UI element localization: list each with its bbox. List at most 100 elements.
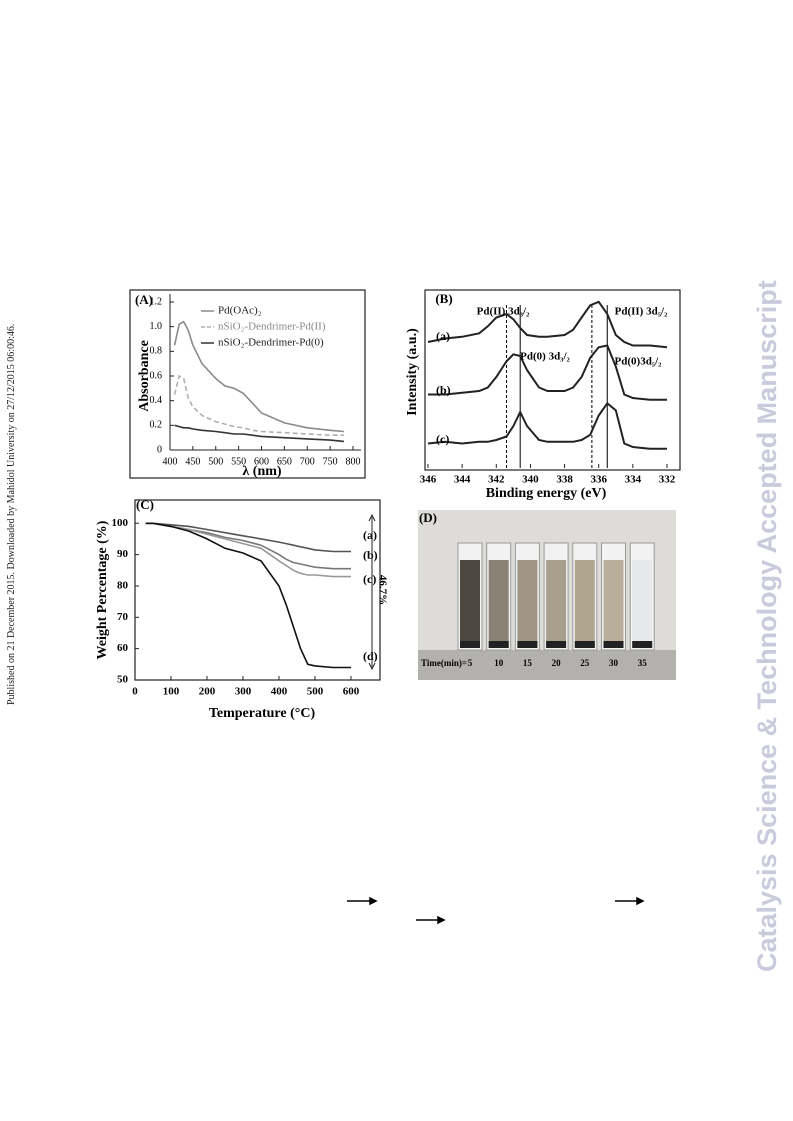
cuvette-liquid bbox=[517, 560, 538, 648]
arrows bbox=[347, 896, 645, 925]
panel-label: (A) bbox=[135, 292, 153, 307]
x-tick-label: 500 bbox=[307, 686, 324, 698]
time-caption: Time(min)= bbox=[421, 658, 467, 668]
y-tick-label: 1.0 bbox=[150, 321, 163, 332]
series-line bbox=[174, 424, 344, 443]
annotation: Pd(II) 3d₃/₂ bbox=[477, 306, 530, 318]
time-label: 10 bbox=[494, 658, 504, 668]
y-tick-label: 0.6 bbox=[150, 370, 163, 381]
y-tick-label: 0 bbox=[157, 444, 162, 455]
time-label: 20 bbox=[552, 658, 562, 668]
legend-label: nSiO₂-Dendrimer-Pd(II) bbox=[218, 321, 326, 333]
series-line bbox=[145, 522, 351, 669]
x-tick-label: 340 bbox=[522, 474, 539, 486]
panel-frame bbox=[134, 499, 381, 681]
x-tick-label: 300 bbox=[235, 686, 252, 698]
y-tick-label: 80 bbox=[117, 579, 129, 591]
curve-label: (c) bbox=[363, 572, 376, 586]
x-tick-label: 344 bbox=[454, 474, 471, 486]
x-tick-label: 336 bbox=[590, 474, 607, 486]
series-line bbox=[427, 300, 668, 349]
y-tick-label: 0.4 bbox=[150, 395, 163, 406]
legend-label: nSiO₂-Dendrimer-Pd(0) bbox=[218, 337, 324, 349]
panel-label: (B) bbox=[435, 291, 452, 306]
panel-label: (C) bbox=[136, 497, 154, 512]
annotation: Pd(0) 3d₃/₂ bbox=[520, 351, 570, 363]
x-tick-label: 346 bbox=[420, 474, 437, 486]
x-tick-label: 0 bbox=[132, 686, 138, 698]
y-tick-label: 50 bbox=[117, 674, 129, 686]
curve-label: (b) bbox=[436, 383, 451, 397]
series-line bbox=[428, 344, 667, 401]
sediment bbox=[574, 641, 595, 648]
cuvette-liquid bbox=[488, 560, 509, 648]
x-axis-label: Temperature (°C) bbox=[209, 706, 316, 721]
sediment bbox=[517, 641, 538, 648]
y-axis-label: Weight Percentage (%) bbox=[95, 520, 110, 659]
x-tick-label: 600 bbox=[343, 686, 360, 698]
time-label: 25 bbox=[580, 658, 590, 668]
sediment bbox=[546, 641, 567, 648]
y-tick-label: 0.2 bbox=[150, 420, 163, 431]
sediment bbox=[632, 641, 653, 648]
photo-shelf bbox=[418, 650, 676, 680]
time-label: 35 bbox=[638, 658, 648, 668]
annotation: 46.7% bbox=[376, 575, 388, 605]
x-tick-label: 750 bbox=[323, 456, 338, 467]
legend-label: Pd(OAc)₂ bbox=[218, 305, 262, 317]
curve-label: (a) bbox=[363, 528, 377, 542]
annotation: Pd(0)3d₅/₂ bbox=[615, 356, 663, 368]
curve-label: (b) bbox=[363, 548, 378, 562]
x-tick-label: 100 bbox=[163, 686, 180, 698]
x-axis-label: λ (nm) bbox=[242, 464, 281, 479]
cuvette-liquid bbox=[460, 560, 480, 648]
series-line bbox=[173, 320, 344, 433]
cuvette-liquid bbox=[546, 560, 567, 648]
annotation: Pd(II) 3d₅/₂ bbox=[615, 306, 668, 318]
x-tick-label: 200 bbox=[199, 686, 216, 698]
panel-label: (D) bbox=[419, 510, 437, 525]
time-label: 15 bbox=[523, 658, 533, 668]
sediment bbox=[488, 641, 509, 648]
x-tick-label: 600 bbox=[254, 456, 269, 467]
sediment bbox=[603, 641, 624, 648]
time-label: 5 bbox=[468, 658, 473, 668]
x-tick-label: 334 bbox=[625, 474, 642, 486]
x-tick-label: 500 bbox=[208, 456, 223, 467]
series-line bbox=[145, 522, 351, 553]
x-tick-label: 650 bbox=[277, 456, 292, 467]
curve-label: (a) bbox=[436, 329, 450, 343]
x-tick-label: 332 bbox=[659, 474, 676, 486]
y-tick-label: 90 bbox=[117, 548, 129, 560]
x-tick-label: 338 bbox=[556, 474, 573, 486]
x-tick-label: 700 bbox=[300, 456, 315, 467]
x-tick-label: 450 bbox=[185, 456, 200, 467]
panel-frame bbox=[129, 289, 366, 479]
x-tick-label: 400 bbox=[271, 686, 288, 698]
y-tick-label: 100 bbox=[112, 517, 129, 529]
cuvette-liquid bbox=[574, 560, 595, 648]
panel-frame bbox=[424, 289, 681, 471]
cuvette-liquid bbox=[632, 560, 653, 648]
sediment bbox=[460, 641, 480, 648]
y-axis-label: Absorbance bbox=[137, 340, 152, 412]
y-tick-label: 1.2 bbox=[150, 296, 163, 307]
curve-label: (c) bbox=[436, 432, 449, 446]
y-tick-label: 70 bbox=[117, 611, 129, 623]
series-line bbox=[173, 374, 344, 436]
y-axis-label: Intensity (a.u.) bbox=[405, 328, 420, 416]
y-tick-label: 60 bbox=[117, 642, 129, 654]
time-label: 30 bbox=[609, 658, 619, 668]
series-line bbox=[427, 401, 667, 450]
x-tick-label: 342 bbox=[488, 474, 505, 486]
cuvette-liquid bbox=[603, 560, 624, 648]
bracket-arrows bbox=[368, 513, 376, 671]
x-axis-label: Binding energy (eV) bbox=[486, 486, 607, 501]
curve-label: (d) bbox=[363, 649, 378, 663]
y-tick-label: 0.8 bbox=[150, 346, 163, 357]
x-tick-label: 400 bbox=[163, 456, 178, 467]
x-tick-label: 800 bbox=[346, 456, 361, 467]
series-line bbox=[145, 522, 351, 570]
